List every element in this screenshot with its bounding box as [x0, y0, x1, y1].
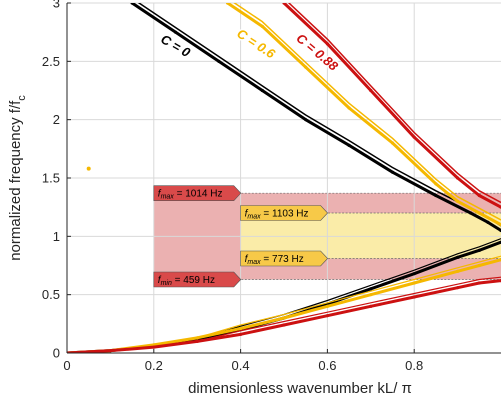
series-2-upper-branch: [282, 3, 501, 209]
x-axis-title: dimensionless wavenumber kL/ π: [188, 380, 412, 397]
series-0-lower-point-9: [456, 255, 460, 259]
series-0: [67, 3, 501, 353]
series-1-upper-point-2: [304, 65, 308, 69]
series-2-upper-point-0: [282, 3, 286, 5]
series-1-upper-point-6: [456, 199, 460, 203]
series-0-upper-point-2: [217, 59, 221, 63]
y-tick-label-3: 1.5: [42, 171, 60, 186]
tag-label-1: fmax = 1103 Hz: [245, 209, 309, 221]
tag-shape-1: [240, 205, 329, 221]
series-1-upper-point-1: [260, 24, 264, 28]
tag-symbol: f: [245, 254, 249, 265]
tag-subscript: max: [247, 259, 261, 266]
series-2-upper-point-3: [412, 135, 416, 139]
series-1-upper-branch: [226, 3, 501, 226]
grid: [67, 2, 501, 353]
series-2-lower-point-5: [282, 323, 286, 327]
outlier-point-0: [86, 166, 91, 171]
series-1-upper-point-0: [225, 3, 230, 5]
series-2-lower-point-6: [325, 314, 329, 318]
series-0-upper-point-4: [304, 118, 308, 122]
tag-symbol: f: [158, 189, 162, 200]
series-0-upper-point-1: [173, 30, 178, 34]
tag-label-3: fmin = 459 Hz: [158, 275, 215, 287]
tag-value: = 773 Hz: [261, 254, 304, 265]
series-0-upper-point-6: [390, 170, 395, 174]
series-0-upper-point-5: [347, 143, 351, 147]
series-0-upper-point-0: [130, 3, 134, 5]
tag-shape-2: [240, 250, 329, 267]
series-1: [67, 3, 501, 353]
x-tick-label-1: 0.2: [145, 358, 163, 373]
series-2-upper-point-4: [456, 176, 460, 180]
x-tick-label-0: 0: [63, 358, 70, 373]
series-2-lower-point-3: [195, 339, 199, 343]
y-tick-label-2: 1: [53, 229, 60, 244]
series-1-lower-point-7: [369, 293, 373, 297]
series-2-lower-point-4: [239, 332, 243, 336]
series-0-upper-point-9: [486, 220, 490, 224]
axes: 0 0.2 0.4 0.6 0.8 0 0.5 1 1.5 2 2.5 3: [42, 0, 501, 373]
x-tick-label-2: 0.4: [232, 358, 250, 373]
tag-symbol: f: [245, 209, 249, 220]
y-tick-label-1: 0.5: [42, 287, 60, 302]
series-2-lower-point-7: [369, 304, 373, 308]
series-1-lower-point-9: [456, 269, 460, 273]
series-0-upper-point-7: [434, 193, 438, 198]
series-0-lower-point-7: [369, 287, 373, 291]
x-tick-label-4: 0.8: [405, 358, 423, 373]
series-2-lower-point-1: [108, 349, 112, 353]
series-2-lower-branch-thin: [67, 276, 501, 353]
series-2-lower-point-10: [477, 281, 481, 285]
series-2-upper-point-5: [477, 193, 481, 198]
series-1-lower-point-8: [412, 281, 416, 285]
series-0-lower-point-8: [412, 272, 416, 276]
y-axis-title-main: normalized frequency f/f: [7, 100, 24, 261]
series-0-upper-point-8: [469, 211, 473, 215]
series-2-lower-point-9: [456, 286, 460, 290]
tag-shape-0: [153, 185, 242, 201]
series-1-lower-point-5: [282, 316, 286, 320]
y-axis-title-group: normalized frequency f/fc: [7, 95, 28, 261]
tag-value: = 1103 Hz: [261, 209, 309, 220]
tag-subscript: min: [161, 280, 172, 287]
tag-value: = 459 Hz: [172, 275, 215, 286]
series-1-lower-point-6: [325, 304, 329, 308]
y-axis-title: normalized frequency f/fc: [7, 95, 28, 261]
tag-label-2: fmax = 773 Hz: [245, 254, 304, 266]
series-2-upper-point-1: [325, 42, 329, 46]
tag-label-0: fmax = 1014 Hz: [158, 189, 223, 201]
series-1-lower-point-4: [239, 326, 243, 331]
series-2-upper-branch-thin: [287, 3, 501, 204]
y-tick-label-0: 0: [53, 346, 60, 361]
x-tick-label-3: 0.6: [318, 358, 336, 373]
tag-subscript: max: [161, 194, 175, 201]
tag-symbol: f: [158, 275, 162, 286]
series-1-lower-branch-thin: [67, 255, 501, 353]
tag-shape-3: [153, 271, 242, 288]
series-0-upper-point-3: [260, 88, 264, 93]
tag-subscript: max: [247, 214, 261, 221]
series-1-upper-point-5: [434, 182, 438, 186]
series-0-lower-point-10: [477, 248, 481, 252]
y-axis-title-sub: c: [16, 95, 28, 101]
series-2: [67, 3, 501, 353]
series-2-upper-point-2: [369, 88, 373, 93]
tag-value: = 1014 Hz: [174, 189, 223, 200]
series-1-upper-branch-thin: [233, 3, 501, 221]
series-1-lower-point-10: [477, 263, 481, 268]
series-1-upper-point-3: [347, 106, 351, 110]
y-tick-label-6: 3: [53, 0, 60, 11]
series-1-upper-point-4: [390, 141, 395, 145]
series-2-lower-point-8: [412, 295, 416, 299]
y-tick-label-5: 2.5: [42, 54, 60, 69]
series-1-upper-point-7: [477, 211, 481, 215]
series-1-lower-point-3: [195, 336, 199, 340]
series-2-lower-point-2: [152, 345, 156, 349]
y-tick-label-4: 2: [53, 112, 60, 127]
